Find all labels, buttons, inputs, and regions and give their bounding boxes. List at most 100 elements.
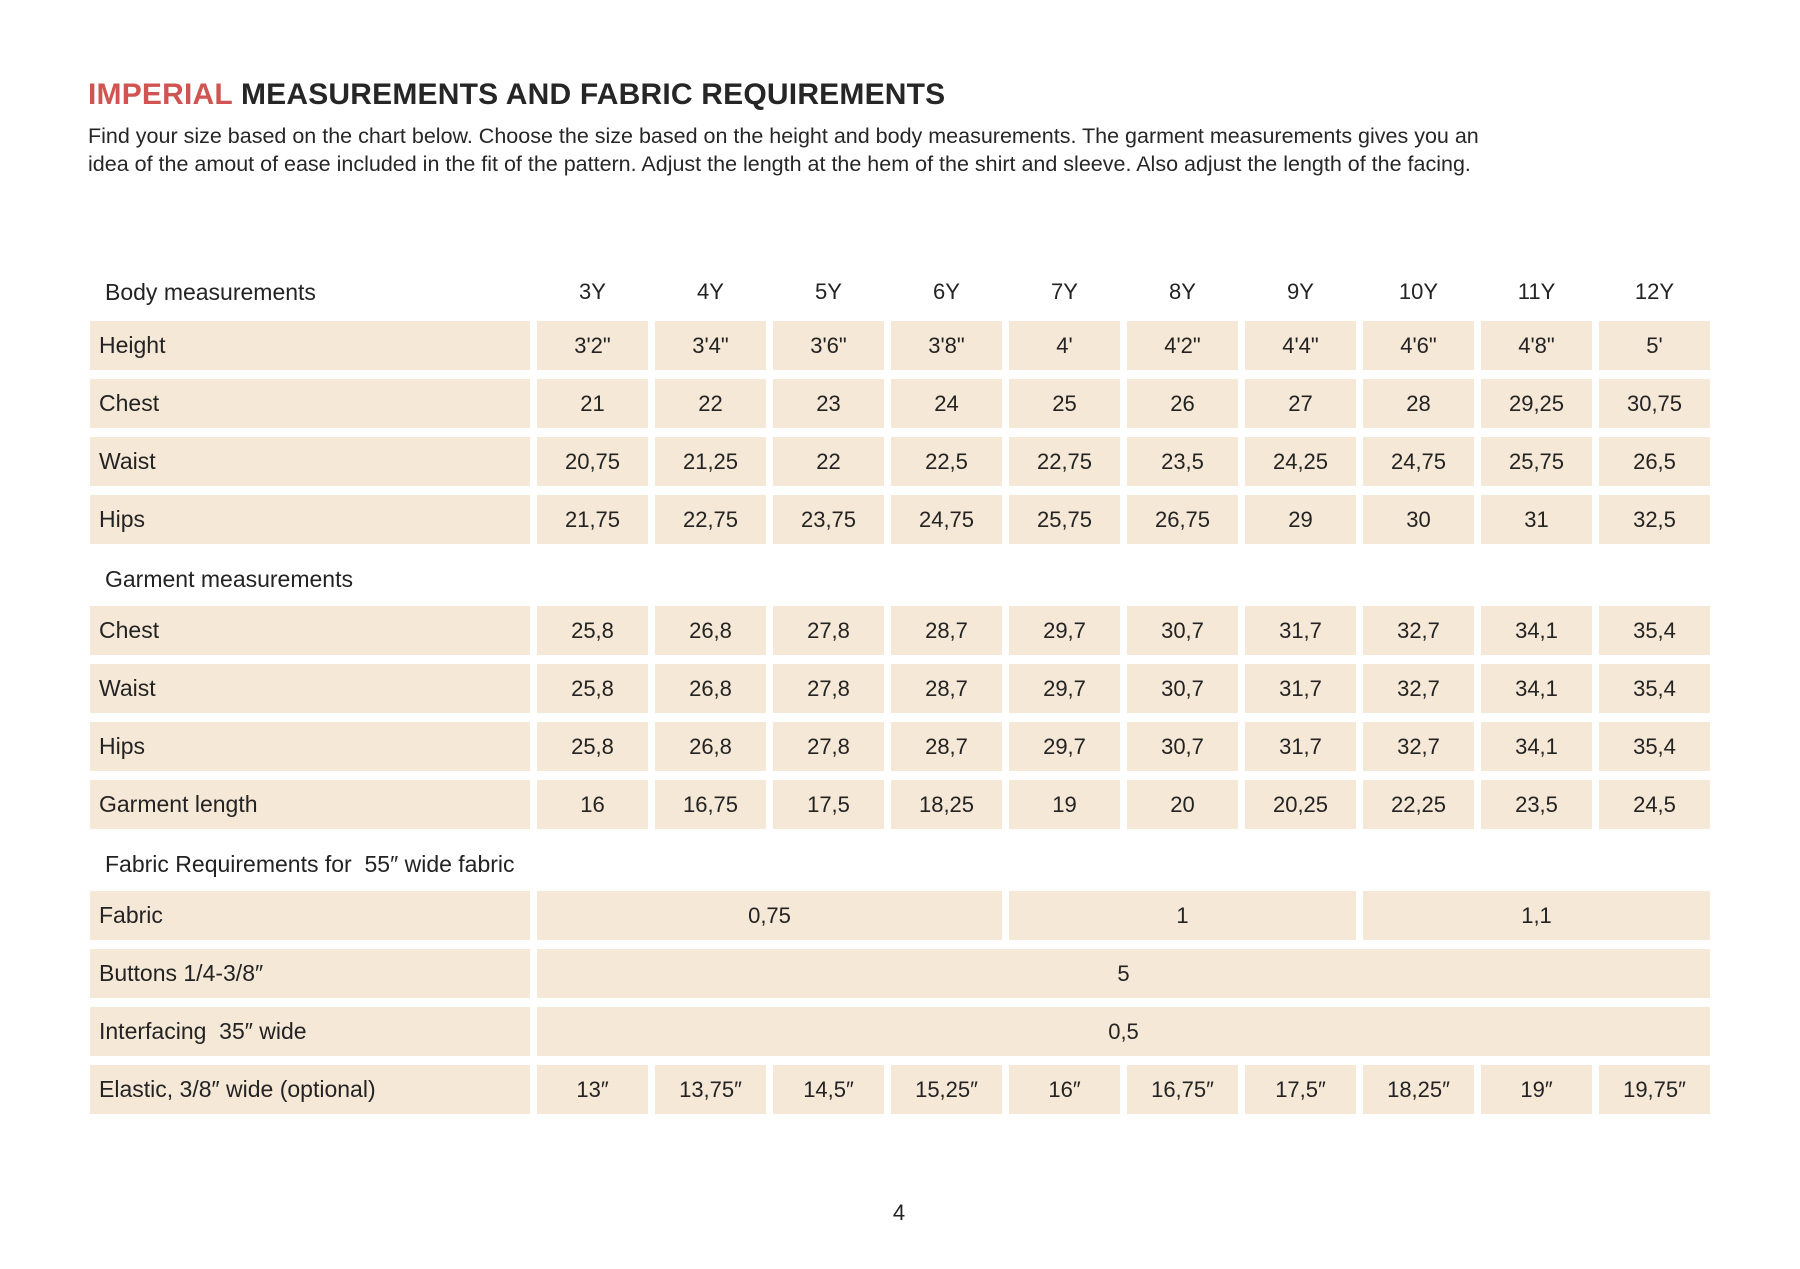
table-cell: 20 — [1127, 780, 1238, 829]
table-cell: 3'6" — [773, 321, 884, 370]
section-heading: Garment measurements — [105, 566, 353, 592]
table-cell: 19″ — [1481, 1065, 1592, 1114]
table-cell: 4'6" — [1363, 321, 1474, 370]
table-cell: 14,5″ — [773, 1065, 884, 1114]
table-cell: 31 — [1481, 495, 1592, 544]
table-cell: 24,25 — [1245, 437, 1356, 486]
table-cell: 23,5 — [1127, 437, 1238, 486]
table-cell: 22,5 — [891, 437, 1002, 486]
size-column-header: 11Y — [1517, 279, 1556, 304]
size-column-header: 10Y — [1398, 279, 1439, 304]
table-cell: 25,75 — [1009, 495, 1120, 544]
table-cell: 29 — [1245, 495, 1356, 544]
row-label: Interfacing 35″ wide — [90, 1007, 530, 1056]
intro-paragraph: Find your size based on the chart below.… — [88, 124, 1479, 176]
table-cell: 30,7 — [1127, 664, 1238, 713]
table-cell: 34,1 — [1481, 722, 1592, 771]
page-title-accent: IMPERIAL — [88, 78, 233, 111]
table-cell: 5' — [1599, 321, 1710, 370]
table-cell: 16,75 — [655, 780, 766, 829]
table-cell: 17,5 — [773, 780, 884, 829]
table-cell: 19 — [1009, 780, 1120, 829]
table-cell: 1 — [1009, 891, 1356, 940]
table-cell: 21,75 — [537, 495, 648, 544]
table-cell: 28,7 — [891, 606, 1002, 655]
size-table: Body measurements 3Y 4Y 5Y 6Y 7Y 8Y 9Y 10Y 11Y 12Y… — [90, 272, 1710, 1114]
table-cell: 29,7 — [1009, 606, 1120, 655]
table-cell: 28 — [1363, 379, 1474, 428]
table-cell: 32,7 — [1363, 664, 1474, 713]
table-cell: 27,8 — [773, 664, 884, 713]
section-heading: Fabric Requirements for 55″ wide fabric — [105, 851, 515, 877]
table-cell: 30,7 — [1127, 722, 1238, 771]
row-label: Height — [90, 321, 530, 370]
table-cell: 3'2" — [537, 321, 648, 370]
table-cell: 35,4 — [1599, 722, 1710, 771]
table-cell: 31,7 — [1245, 722, 1356, 771]
table-cell: 29,7 — [1009, 664, 1120, 713]
table-cell: 26,8 — [655, 664, 766, 713]
table-cell: 23,5 — [1481, 780, 1592, 829]
size-column-header: 5Y — [815, 279, 842, 304]
table-cell: 31,7 — [1245, 664, 1356, 713]
table-cell: 24,75 — [1363, 437, 1474, 486]
table-cell: 4'4" — [1245, 321, 1356, 370]
table-cell: 22 — [773, 437, 884, 486]
table-cell: 20,75 — [537, 437, 648, 486]
table-cell: 26,8 — [655, 606, 766, 655]
table-cell: 23 — [773, 379, 884, 428]
size-column-header: 4Y — [697, 279, 724, 304]
table-cell: 32,5 — [1599, 495, 1710, 544]
table-cell: 16,75″ — [1127, 1065, 1238, 1114]
table-cell: 17,5″ — [1245, 1065, 1356, 1114]
row-label: Buttons 1/4-3/8″ — [90, 949, 530, 998]
table-cell: 29,7 — [1009, 722, 1120, 771]
table-cell: 24,75 — [891, 495, 1002, 544]
table-cell: 3'8" — [891, 321, 1002, 370]
table-cell: 27,8 — [773, 722, 884, 771]
table-cell: 25,8 — [537, 664, 648, 713]
row-label: Hips — [90, 495, 530, 544]
table-cell: 1,1 — [1363, 891, 1710, 940]
table-cell: 18,25″ — [1363, 1065, 1474, 1114]
table-cell: 4'8" — [1481, 321, 1592, 370]
table-cell: 25,75 — [1481, 437, 1592, 486]
table-cell: 0,5 — [537, 1007, 1710, 1056]
table-cell: 26,5 — [1599, 437, 1710, 486]
row-label: Waist — [90, 437, 530, 486]
table-cell: 20,25 — [1245, 780, 1356, 829]
table-cell: 32,7 — [1363, 722, 1474, 771]
table-cell: 26,8 — [655, 722, 766, 771]
row-label: Hips — [90, 722, 530, 771]
table-cell: 19,75″ — [1599, 1065, 1710, 1114]
table-cell: 35,4 — [1599, 606, 1710, 655]
table-cell: 30 — [1363, 495, 1474, 544]
table-cell: 13,75″ — [655, 1065, 766, 1114]
section-heading-body-measurements: Body measurements — [105, 278, 316, 305]
size-column-header: 9Y — [1287, 279, 1314, 304]
table-cell: 28,7 — [891, 722, 1002, 771]
table-cell: 22,25 — [1363, 780, 1474, 829]
table-cell: 16″ — [1009, 1065, 1120, 1114]
table-cell: 16 — [537, 780, 648, 829]
row-label: Waist — [90, 664, 530, 713]
page-number: 4 — [892, 1200, 906, 1225]
table-cell: 22,75 — [655, 495, 766, 544]
table-cell: 0,75 — [537, 891, 1002, 940]
table-cell: 30,75 — [1599, 379, 1710, 428]
table-cell: 21,25 — [655, 437, 766, 486]
table-cell: 18,25 — [891, 780, 1002, 829]
page-title-rest: MEASUREMENTS AND FABRIC REQUIREMENTS — [232, 78, 946, 111]
table-cell: 32,7 — [1363, 606, 1474, 655]
row-label: Fabric — [90, 891, 530, 940]
table-cell: 29,25 — [1481, 379, 1592, 428]
table-cell: 31,7 — [1245, 606, 1356, 655]
table-cell: 27,8 — [773, 606, 884, 655]
table-cell: 4' — [1009, 321, 1120, 370]
table-cell: 5 — [537, 949, 1710, 998]
table-cell: 35,4 — [1599, 664, 1710, 713]
table-cell: 15,25″ — [891, 1065, 1002, 1114]
size-column-header: 7Y — [1051, 279, 1078, 304]
table-cell: 34,1 — [1481, 664, 1592, 713]
row-label: Chest — [90, 379, 530, 428]
